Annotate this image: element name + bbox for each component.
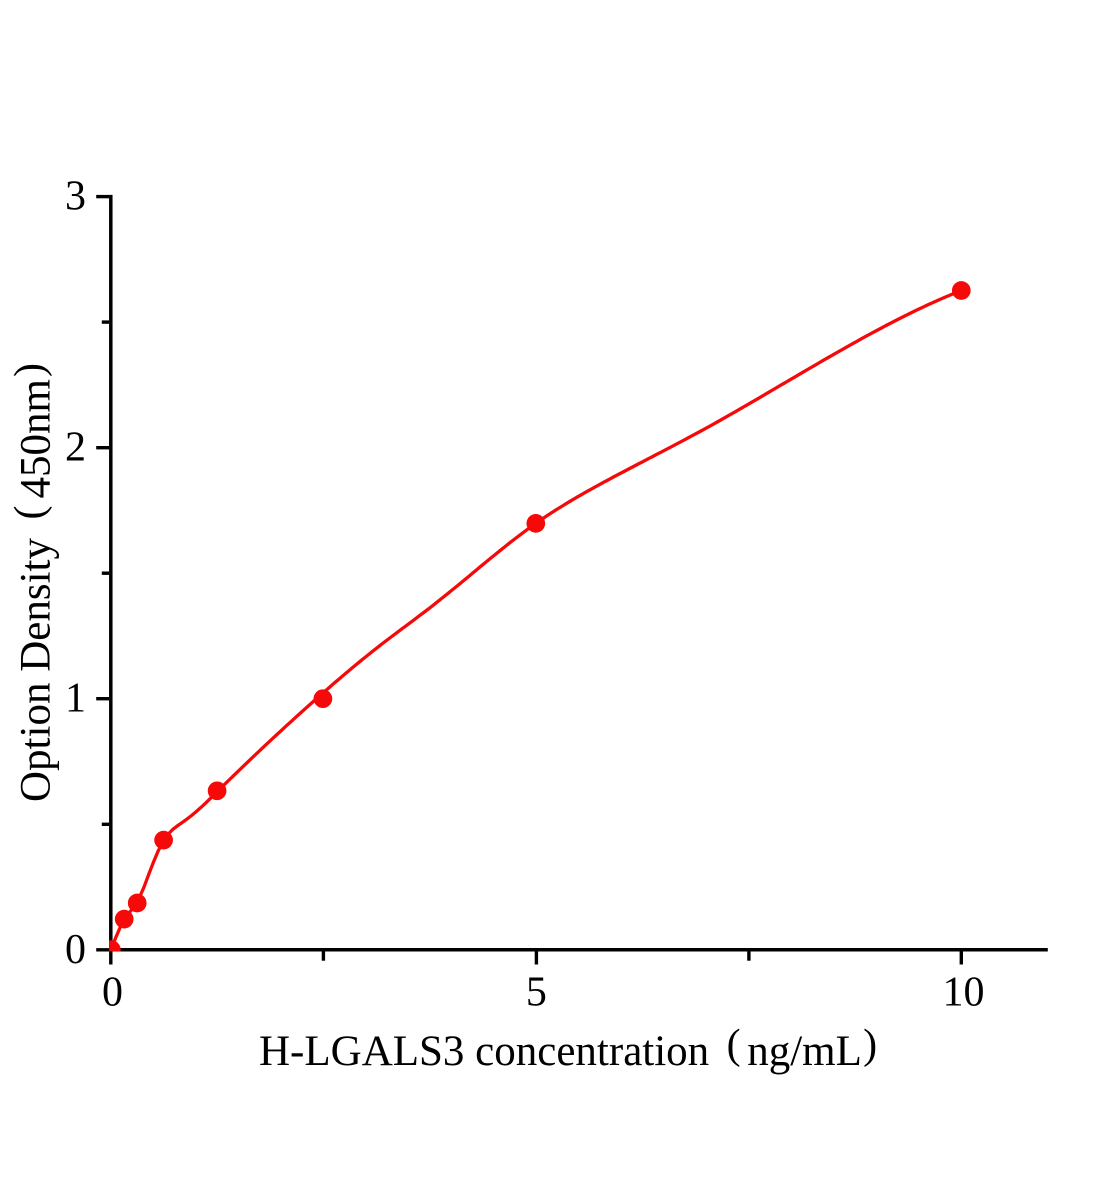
svg-text:1: 1 [65,676,86,722]
svg-text:(: ( [727,1022,741,1068]
svg-text:0: 0 [102,970,123,1016]
svg-text:0: 0 [65,927,86,973]
svg-text:10: 10 [943,970,985,1016]
svg-text:2: 2 [65,425,86,471]
svg-text:H-LGALS3 concentration: H-LGALS3 concentration [259,1028,709,1075]
svg-text:): ) [7,363,53,377]
svg-text:): ) [863,1022,877,1068]
svg-text:(: ( [7,506,53,520]
svg-text:Option Density: Option Density [13,538,60,802]
svg-text:5: 5 [526,970,547,1016]
svg-text:3: 3 [65,174,86,220]
svg-text:450nm: 450nm [13,379,60,498]
svg-text:ng/mL: ng/mL [747,1028,862,1075]
